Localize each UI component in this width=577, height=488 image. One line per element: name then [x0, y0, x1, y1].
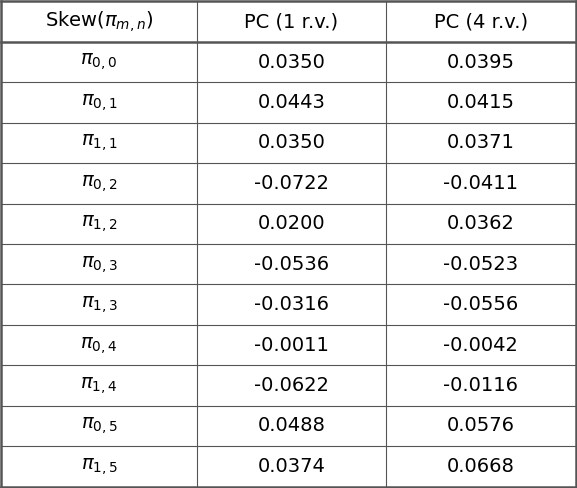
Text: -0.0556: -0.0556	[443, 295, 519, 314]
Text: 0.0371: 0.0371	[447, 133, 515, 152]
Text: $\pi_{1,4}$: $\pi_{1,4}$	[80, 375, 118, 396]
Text: $\pi_{0,4}$: $\pi_{0,4}$	[80, 335, 118, 356]
Text: 0.0200: 0.0200	[257, 214, 325, 233]
Text: -0.0523: -0.0523	[443, 255, 518, 274]
Text: -0.0536: -0.0536	[254, 255, 329, 274]
Text: 0.0350: 0.0350	[257, 133, 325, 152]
Text: -0.0722: -0.0722	[254, 174, 329, 193]
Text: 0.0374: 0.0374	[257, 457, 325, 476]
Text: 0.0395: 0.0395	[447, 53, 515, 72]
Text: -0.0316: -0.0316	[254, 295, 329, 314]
Text: $\pi_{1,2}$: $\pi_{1,2}$	[81, 213, 117, 234]
Text: $\pi_{0,3}$: $\pi_{0,3}$	[81, 254, 118, 275]
Text: PC (1 r.v.): PC (1 r.v.)	[244, 12, 339, 31]
Text: $\pi_{0,5}$: $\pi_{0,5}$	[81, 415, 118, 436]
Text: $\pi_{1,3}$: $\pi_{1,3}$	[81, 294, 118, 315]
Text: Skew($\pi_{m,n}$): Skew($\pi_{m,n}$)	[45, 9, 153, 34]
Text: 0.0415: 0.0415	[447, 93, 515, 112]
Text: 0.0362: 0.0362	[447, 214, 515, 233]
Text: -0.0622: -0.0622	[254, 376, 329, 395]
Text: $\pi_{1,5}$: $\pi_{1,5}$	[81, 456, 118, 477]
Text: 0.0576: 0.0576	[447, 416, 515, 435]
Text: $\pi_{0,2}$: $\pi_{0,2}$	[81, 173, 117, 194]
Text: $\pi_{0,1}$: $\pi_{0,1}$	[81, 92, 117, 113]
Text: 0.0488: 0.0488	[257, 416, 325, 435]
Text: -0.0411: -0.0411	[443, 174, 518, 193]
Text: 0.0668: 0.0668	[447, 457, 515, 476]
Text: $\pi_{1,1}$: $\pi_{1,1}$	[81, 132, 117, 153]
Text: 0.0350: 0.0350	[257, 53, 325, 72]
Text: -0.0116: -0.0116	[443, 376, 518, 395]
Text: -0.0011: -0.0011	[254, 336, 329, 355]
Text: -0.0042: -0.0042	[444, 336, 518, 355]
Text: PC (4 r.v.): PC (4 r.v.)	[434, 12, 528, 31]
Text: $\pi_{0,0}$: $\pi_{0,0}$	[80, 52, 118, 73]
Text: 0.0443: 0.0443	[257, 93, 325, 112]
